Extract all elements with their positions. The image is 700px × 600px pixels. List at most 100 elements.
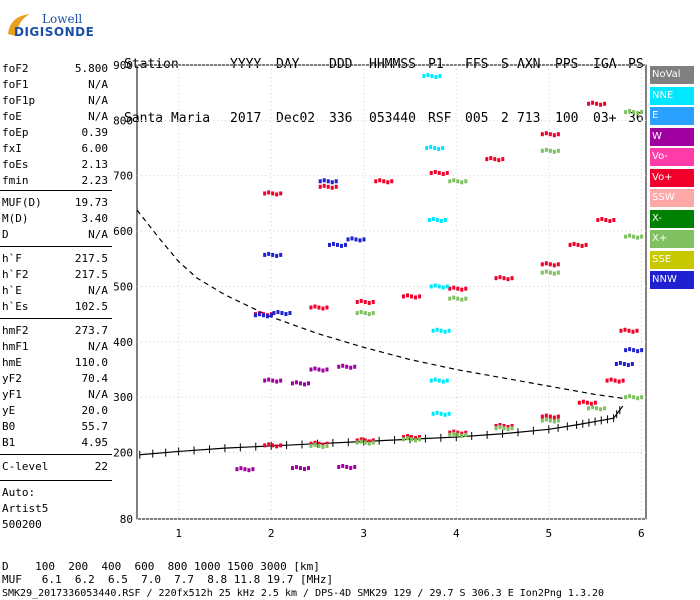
echo-point [439,411,443,416]
echo-point [494,423,498,428]
echo-point [374,179,378,184]
echo-point [378,178,382,183]
echo-point [502,276,506,281]
echo-point [636,349,640,354]
echo-point [313,366,317,371]
echo-point [599,407,603,412]
echo-point [371,299,375,304]
echo-point [430,74,434,79]
echo-point [552,419,556,424]
echo-point [406,436,410,441]
echo-point [540,148,544,153]
echo-point [437,170,441,175]
legend-item-x-: X+ [650,230,694,248]
header-value-7: 2 [501,111,509,126]
echo-point [464,432,468,437]
echo-point [269,313,273,318]
echo-point [622,361,626,366]
param-value: 6.00 [81,142,109,155]
echo-point [433,146,437,151]
echo-point [325,367,329,372]
header-value-8: 713 [517,111,541,126]
x-tick-label: 1 [175,527,182,540]
echo-point [318,179,322,184]
param-value: 273.7 [74,324,108,337]
param-value: N/A [88,388,108,401]
echo-point [456,432,460,437]
echo-point [497,158,501,163]
echo-point [322,178,326,183]
param-key: foF2 [2,62,29,75]
echo-point [363,311,367,316]
echo-point [556,270,560,275]
echo-point [540,270,544,275]
echo-point [437,378,441,383]
echo-point [309,367,313,372]
param-key: foF1p [2,94,36,107]
echo-point [502,423,506,428]
param-value: N/A [88,94,108,107]
echo-point [593,400,597,405]
echo-point [452,429,456,434]
echo-point [276,310,280,315]
header-value-10: 03+ [593,111,617,126]
param-divider [0,480,112,481]
echo-point [306,466,310,471]
param-value: N/A [88,78,108,91]
echo-point [263,443,267,448]
echo-point [556,414,560,419]
param-key: hmE [2,356,22,369]
echo-point [235,467,239,472]
echo-point [325,305,329,310]
echo-point [437,147,441,152]
echo-point [433,283,437,288]
echo-point [317,305,321,310]
echo-point [302,382,306,387]
echo-point [317,367,321,372]
echo-point [624,110,628,115]
echo-point [345,464,349,469]
echo-point [441,171,445,176]
param-row: foF2 5.800 [0,62,112,76]
echo-point [288,311,292,316]
y-tick-label: 300 [113,391,133,404]
echo-point [544,269,548,274]
footer-d-row: D 100 200 400 600 800 1000 1500 3000 [km… [2,560,320,573]
echo-point [445,378,449,383]
echo-point [354,237,358,242]
param-key: hmF1 [2,340,29,353]
x-tick-label: 2 [268,527,275,540]
y-tick-label: 500 [113,280,133,293]
echo-point [271,378,275,383]
echo-point [271,252,275,257]
echo-point [489,156,493,161]
echo-point [448,296,452,301]
echo-point [294,465,298,470]
legend-item-e: E [650,107,694,125]
echo-point [494,276,498,281]
logo-digisonde: DIGISONDE [14,25,95,39]
echo-point [506,427,510,432]
param-row: yF1 N/A [0,388,112,402]
header-value-1: 2017 [230,111,262,126]
y-tick-label: 600 [113,225,133,238]
auto-line: Artist5 [2,502,49,515]
param-value: 5.800 [74,62,108,75]
echo-point [330,180,334,185]
param-value: N/A [88,284,108,297]
echo-point [267,442,271,447]
echo-point [613,378,617,383]
param-value: N/A [88,110,108,123]
echo-point [339,243,343,248]
echo-point [623,327,627,332]
echo-point [367,441,371,446]
echo-point [429,378,433,383]
echo-point [556,262,560,267]
echo-point [448,432,452,437]
param-value: 3.40 [81,212,109,225]
echo-point [548,262,552,267]
echo-point [341,363,345,368]
y-tick-label: 400 [113,336,133,349]
param-row: h`E N/A [0,284,112,298]
